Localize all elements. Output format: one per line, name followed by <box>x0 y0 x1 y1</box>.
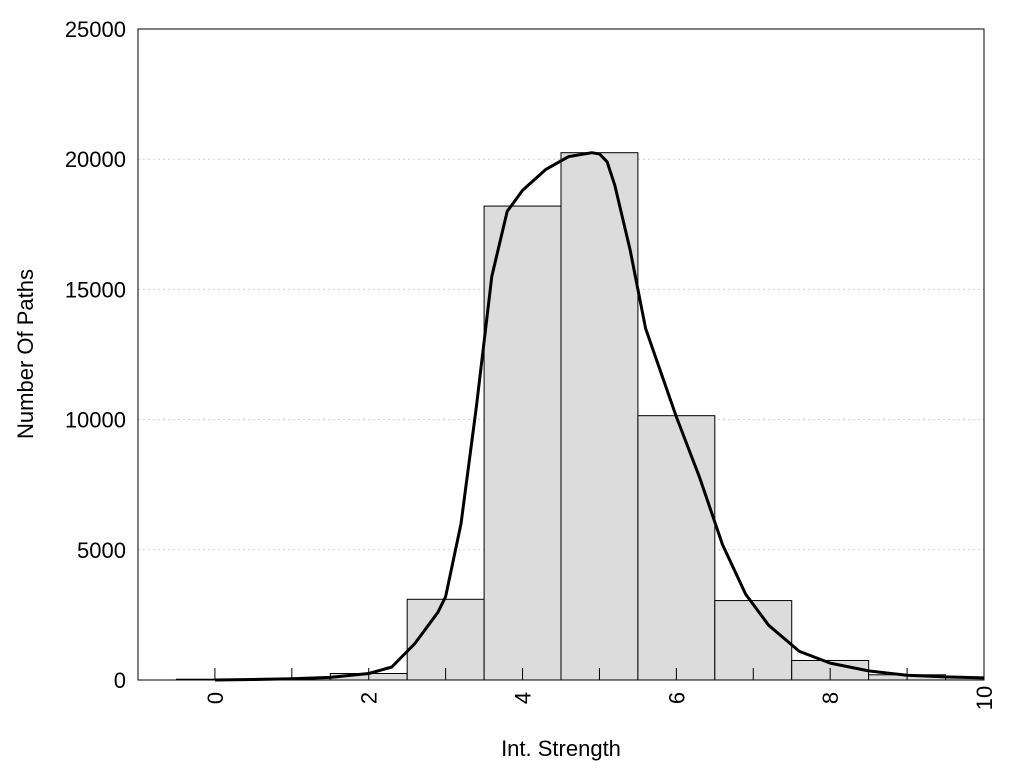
y-axis-label: Number Of Paths <box>13 269 38 439</box>
plot-frame <box>137 28 985 681</box>
x-tick-label: 0 <box>203 692 228 704</box>
x-tick-label: 8 <box>818 692 843 704</box>
y-tick-label: 25000 <box>65 17 126 42</box>
histogram-bar <box>637 415 716 681</box>
histogram-bar <box>714 600 793 681</box>
density-curve <box>214 151 985 682</box>
y-tick-label: 20000 <box>65 147 126 172</box>
x-tick-label: 6 <box>664 692 689 704</box>
y-tick-label: 5000 <box>77 538 126 563</box>
y-tick-label: 0 <box>114 668 126 693</box>
x-tick-label: 4 <box>511 692 536 704</box>
y-ticks: 0 5000 10000 15000 20000 25000 <box>65 17 126 693</box>
gridlines <box>138 158 984 551</box>
x-tick-label: 10 <box>972 686 997 710</box>
histogram-bar <box>483 205 562 681</box>
y-tick-label: 15000 <box>65 277 126 302</box>
density-curve-layer <box>214 151 985 682</box>
y-tick-label: 10000 <box>65 408 126 433</box>
x-ticks: 0 2 4 6 8 10 <box>203 668 997 710</box>
x-tick-label: 2 <box>357 692 382 704</box>
histogram-bars <box>175 152 985 681</box>
histogram-bar <box>560 152 639 681</box>
x-axis-label: Int. Strength <box>501 736 621 761</box>
